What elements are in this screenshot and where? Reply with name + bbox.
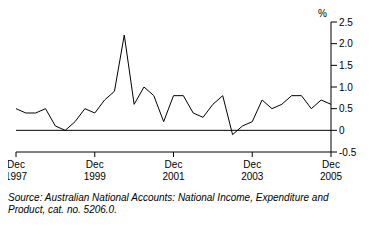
html-text:Source: Australian National Ac: Source: Australian National Accounts: Na… [8,192,329,215]
svg-text:1.5: 1.5 [339,60,353,71]
svg-text:-0.5: -0.5 [339,147,357,158]
svg-text:Dec2005: Dec2005 [320,159,343,182]
svg-text:Dec2003: Dec2003 [241,159,264,182]
svg-text:2.0: 2.0 [339,38,353,49]
svg-text:1.0: 1.0 [339,82,353,93]
svg-text:Dec1997: Dec1997 [8,159,28,182]
svg-text:Dec1999: Dec1999 [84,159,107,182]
svg-text:Dec2001: Dec2001 [162,159,185,182]
svg-text:0: 0 [339,125,345,136]
svg-text:0.5: 0.5 [339,103,353,114]
svg-text:2.5: 2.5 [339,17,353,28]
